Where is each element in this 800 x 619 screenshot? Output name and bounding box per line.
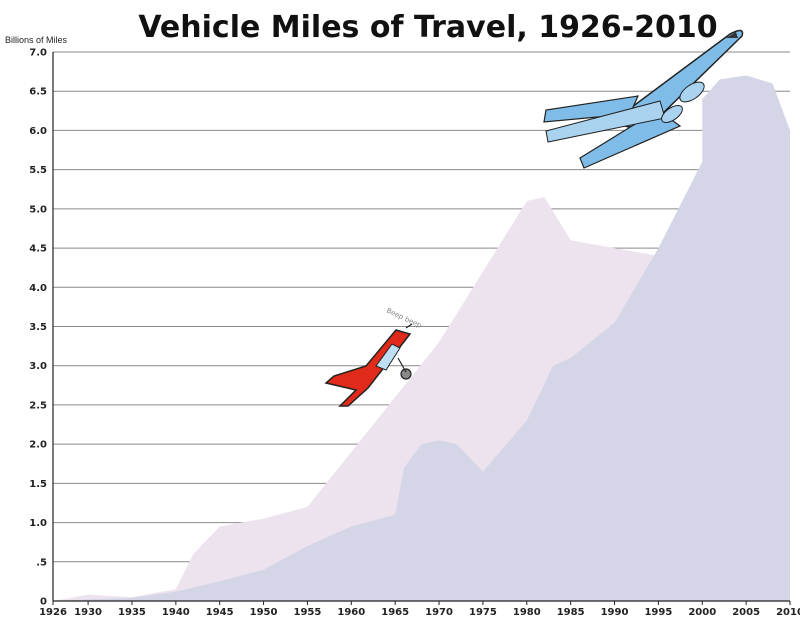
area-series — [53, 75, 790, 601]
y-tick-label: 3.0 — [29, 361, 47, 372]
y-tick-label: 2.0 — [29, 440, 47, 451]
y-tick-label: 6.0 — [29, 126, 47, 137]
x-tick-label: 1940 — [162, 607, 190, 618]
y-tick-label: 6.5 — [29, 87, 47, 98]
y-tick-label: 5.0 — [29, 204, 47, 215]
x-tick-label: 1990 — [601, 607, 629, 618]
x-tick-label: 1965 — [381, 607, 409, 618]
y-tick-label: 1.5 — [29, 479, 47, 490]
y-tick-label: .5 — [36, 557, 47, 568]
x-tick-label: 1945 — [206, 607, 234, 618]
x-tick-label: 1926 — [39, 607, 67, 618]
x-tick-label: 2005 — [732, 607, 760, 618]
y-tick-label: 7.0 — [29, 48, 47, 59]
x-tick-label: 1980 — [513, 607, 541, 618]
x-tick-label: 1975 — [469, 607, 497, 618]
x-tick-label: 2000 — [688, 607, 716, 618]
y-tick-label: 3.5 — [29, 322, 47, 333]
x-tick-label: 1985 — [557, 607, 585, 618]
jet-icon — [543, 29, 744, 169]
y-tick-label: 2.5 — [29, 400, 47, 411]
x-tick-label: 1970 — [425, 607, 453, 618]
y-tick-labels: 0 .5 1.0 1.5 2.0 2.5 3.0 3.5 4.0 4.5 5.0 5.5 6.0 6.5 7… — [29, 48, 47, 608]
x-tick-label: 1955 — [294, 607, 322, 618]
x-tick-label: 1950 — [250, 607, 278, 618]
x-tick-label: 1960 — [337, 607, 365, 618]
y-tick-label: 1.0 — [29, 518, 47, 529]
y-tick-label: 5.5 — [29, 165, 47, 176]
y-tick-label: 0 — [40, 597, 47, 608]
x-tick-label: 1935 — [118, 607, 146, 618]
x-tick-label: 1930 — [74, 607, 102, 618]
x-tick-labels: 1926 1930 1935 1940 1945 1950 1955 1960 1965 1970… — [39, 607, 800, 618]
x-tick-label: 1995 — [644, 607, 672, 618]
y-axis-label: Billions of Miles — [5, 35, 68, 45]
area-series-1 — [53, 75, 790, 601]
chart-title: Vehicle Miles of Travel, 1926-2010 — [138, 10, 717, 45]
y-tick-label: 4.5 — [29, 244, 47, 255]
axes — [52, 52, 791, 605]
x-tick-label: 2010 — [776, 607, 800, 618]
y-tick-label: 4.0 — [29, 283, 47, 294]
